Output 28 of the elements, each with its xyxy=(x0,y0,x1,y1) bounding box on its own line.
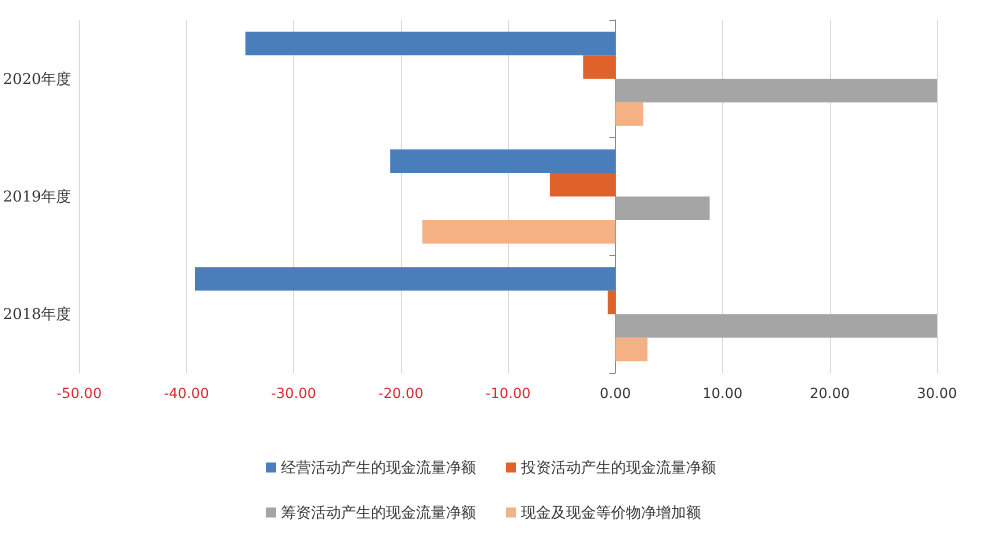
x-tick-label: -40.00 xyxy=(164,386,209,402)
x-tick-label: -20.00 xyxy=(378,386,424,402)
legend-label: 筹资活动产生的现金流量净额 xyxy=(281,504,476,522)
bar xyxy=(422,220,616,244)
y-tick-label: 2020年度 xyxy=(2,70,72,88)
x-tick-label: -30.00 xyxy=(271,386,316,402)
x-tick-label: -10.00 xyxy=(486,386,531,402)
bar xyxy=(615,102,644,126)
bar xyxy=(194,267,616,291)
legend-label: 经营活动产生的现金流量净额 xyxy=(281,458,476,476)
bar xyxy=(550,172,616,196)
legend-label: 现金及现金等价物净增加额 xyxy=(521,504,701,522)
x-tick-label: 0.00 xyxy=(600,386,631,402)
bar xyxy=(245,32,616,56)
legend-label: 投资活动产生的现金流量净额 xyxy=(520,458,716,476)
y-tick-label: 2018年度 xyxy=(2,305,72,324)
x-tick-label: 30.00 xyxy=(916,386,958,402)
bar xyxy=(608,290,616,314)
bar xyxy=(615,314,937,338)
bar xyxy=(615,196,710,220)
x-tick-label: 20.00 xyxy=(810,386,850,402)
bar xyxy=(615,78,937,102)
bar xyxy=(615,338,648,362)
y-tick-label: 2019年度 xyxy=(2,188,72,206)
x-tick-label: -50.00 xyxy=(56,386,102,402)
x-tick-label: 10.00 xyxy=(702,386,743,402)
bar xyxy=(583,55,616,79)
bar xyxy=(390,149,616,173)
